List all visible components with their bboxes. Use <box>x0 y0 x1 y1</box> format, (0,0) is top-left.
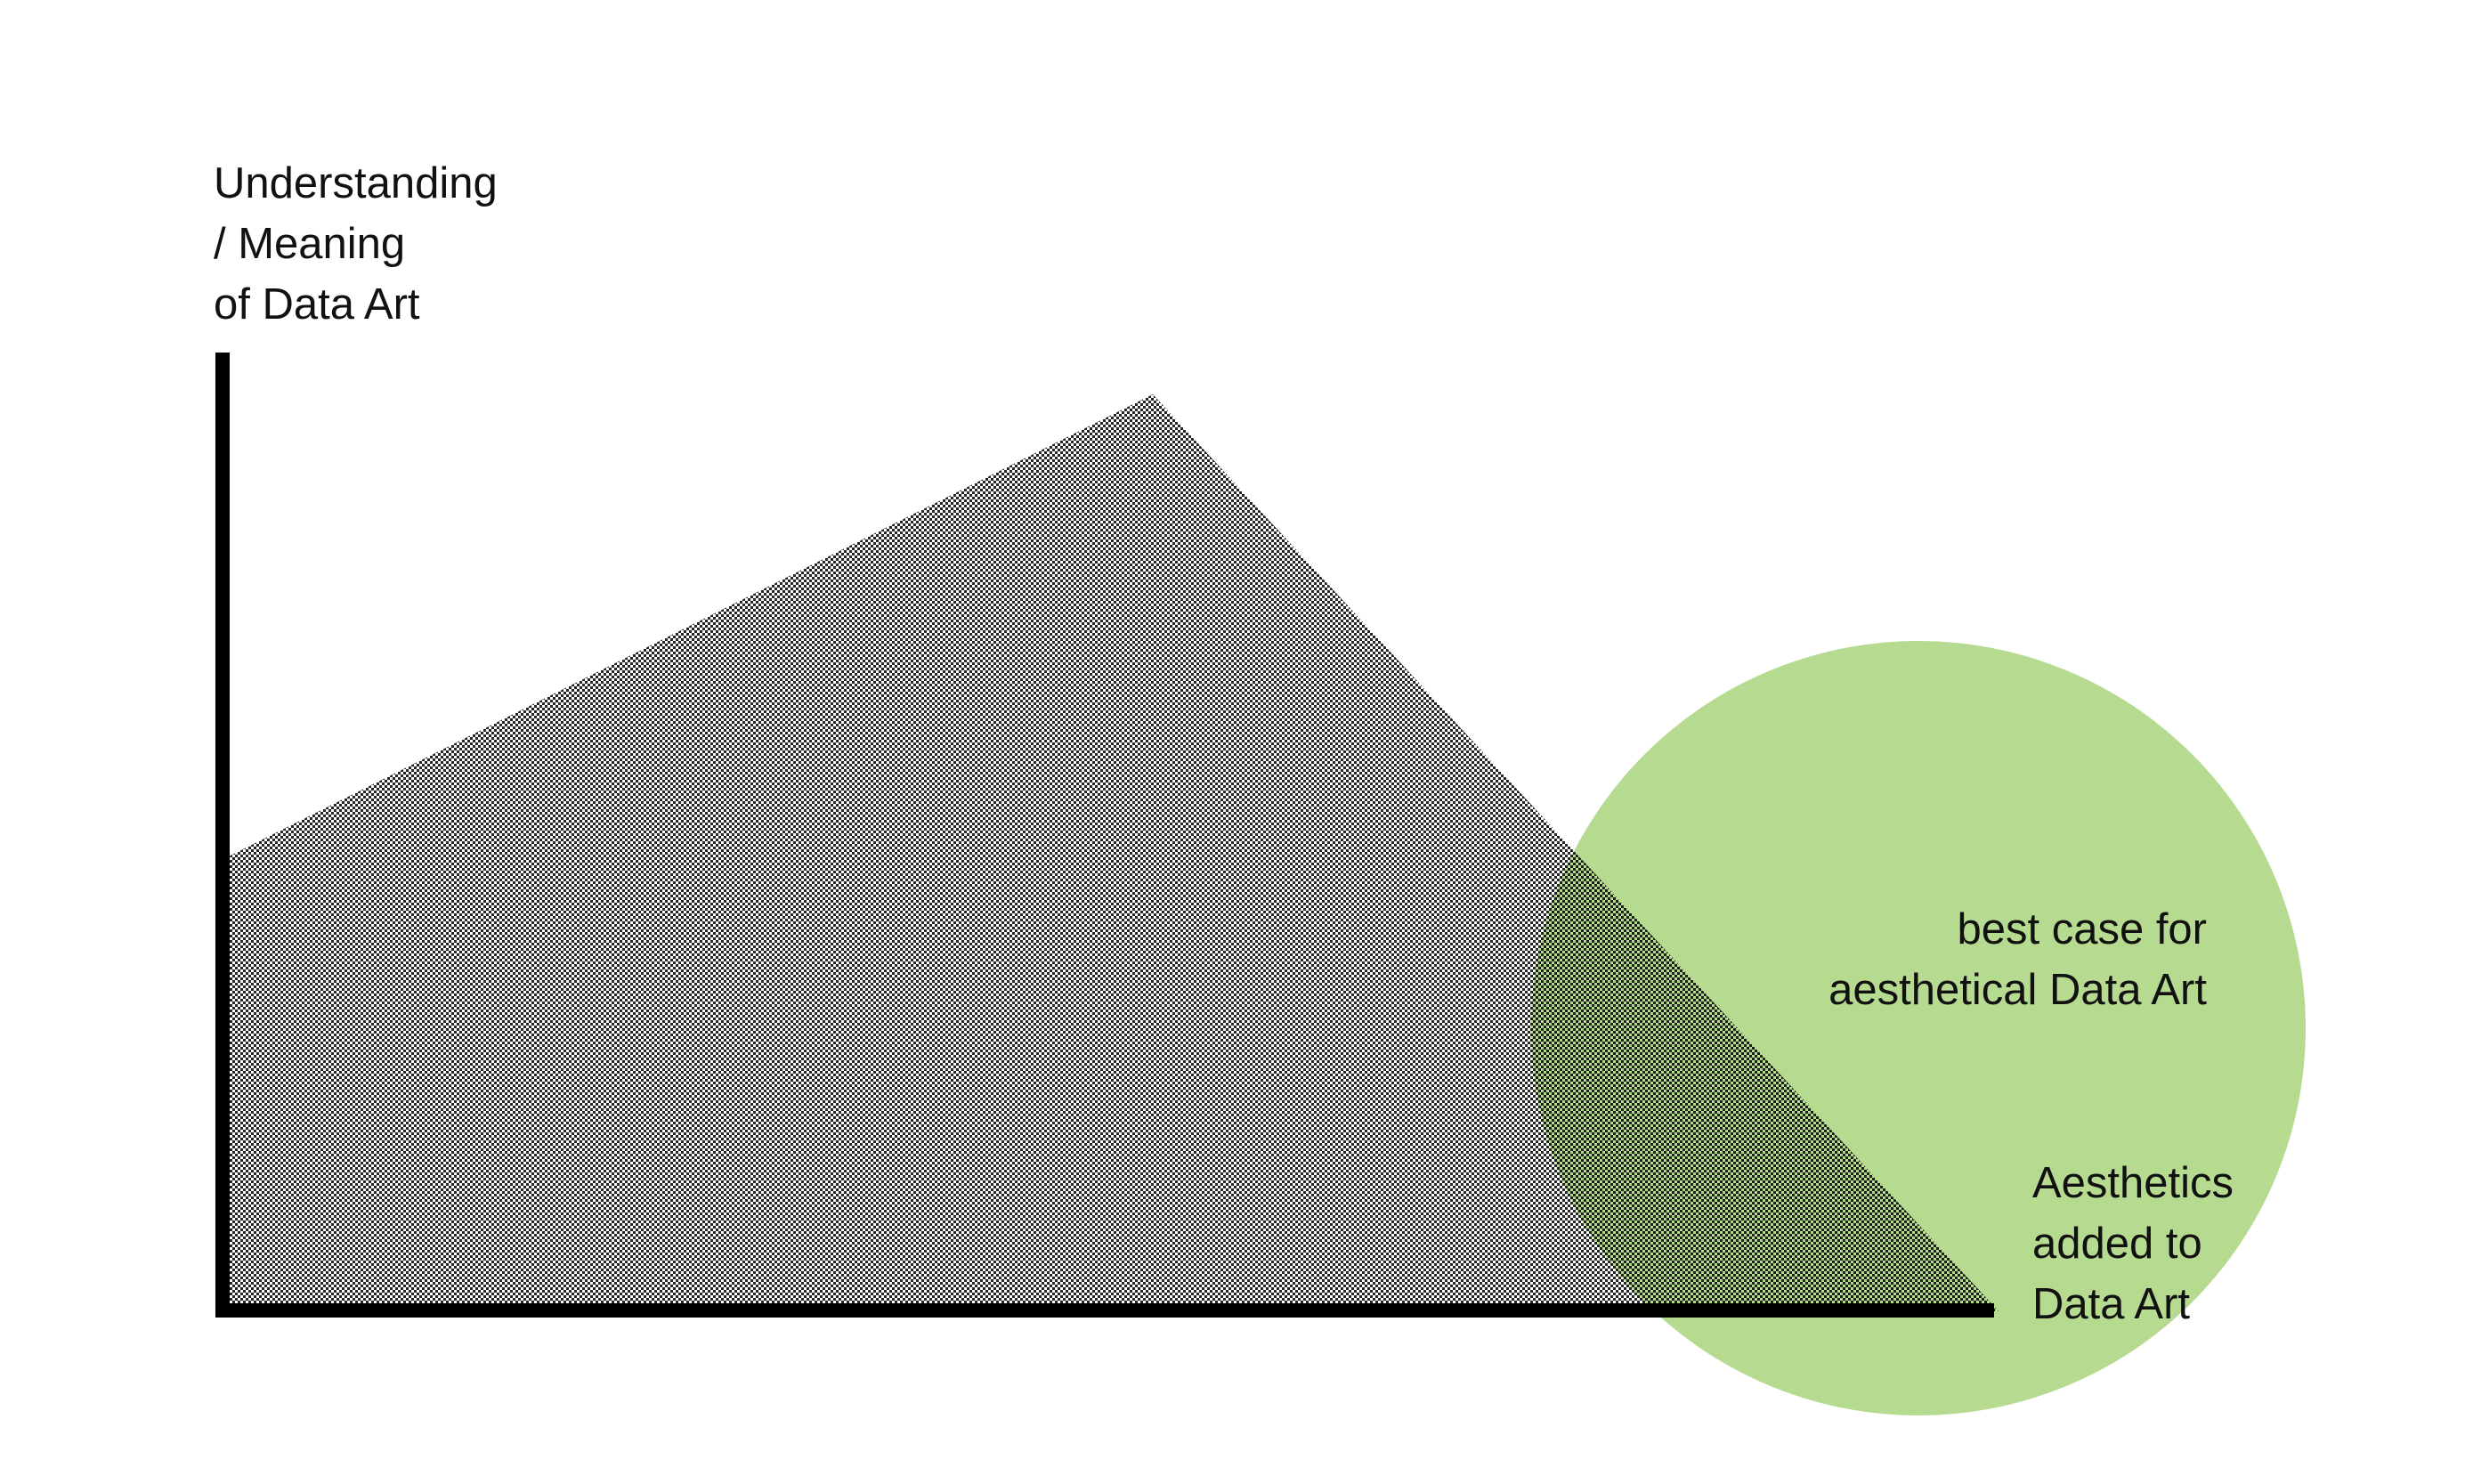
y-axis-label-line: of Data Art <box>214 280 420 328</box>
x-axis-label-line: Data Art <box>2032 1280 2191 1328</box>
x-axis-label: Aesthetics added to Data Art <box>2032 1153 2234 1334</box>
y-axis-label-line: Understanding <box>214 159 498 207</box>
x-axis-label-line: added to <box>2032 1220 2202 1268</box>
best-case-label-line: best case for <box>1957 905 2207 953</box>
x-axis-label-line: Aesthetics <box>2032 1159 2234 1207</box>
best-case-label: best case for aesthetical Data Art <box>1828 899 2207 1020</box>
y-axis-label-line: / Meaning <box>214 220 406 268</box>
best-case-label-line: aesthetical Data Art <box>1828 966 2207 1014</box>
y-axis-label: Understanding / Meaning of Data Art <box>214 153 498 335</box>
best-case-circle <box>1531 641 2306 1415</box>
